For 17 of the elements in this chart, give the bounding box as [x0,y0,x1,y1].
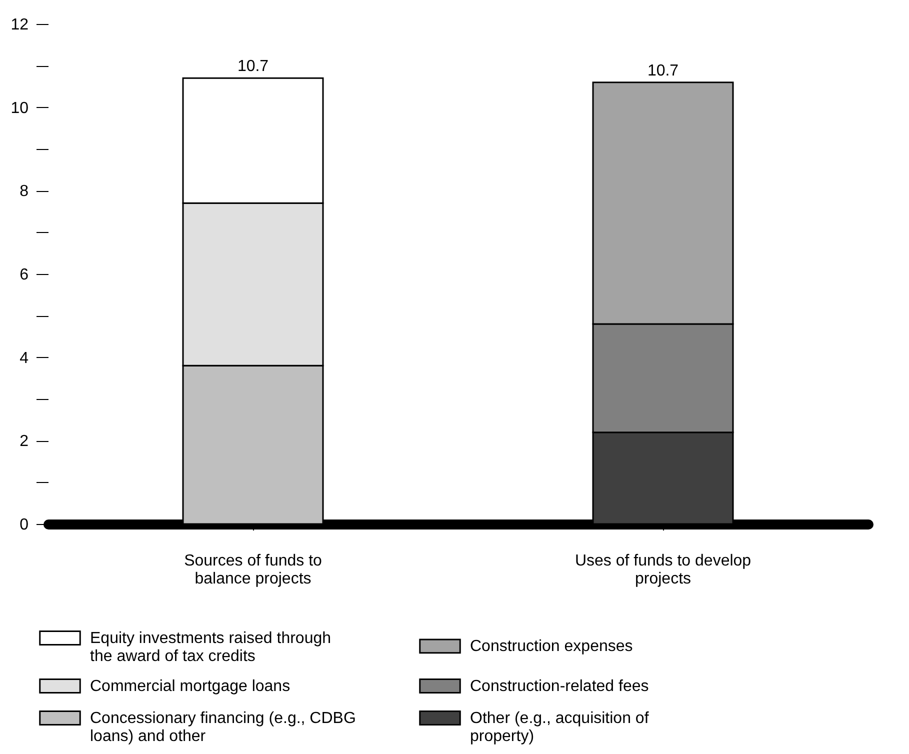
y-tick-label: 0 [20,516,29,534]
y-tick-label: 2 [20,433,29,450]
y-tick-label: 8 [20,183,29,200]
legend-label: Concessionary financing (e.g., CDBG loans) and other [90,710,356,745]
legend-label: Construction-related fees [470,678,649,695]
y-tick-label: 10 [10,100,29,117]
x-tick-label: Sources of funds to balance projects [184,552,322,588]
legend-label: Other (e.g., acquisition of property) [470,710,650,745]
y-tick-label: 4 [20,350,29,367]
legend-label: Construction expenses [470,638,633,656]
x-tick-label: Uses of funds to develop projects [574,552,752,588]
legend-label: Equity investments raised through the award of tax credits [90,630,332,665]
total-label: 10.7 [237,58,269,76]
legend-label: Commercial mortgage loans [90,678,290,695]
y-tick-label: 6 [20,266,29,284]
y-tick-label: 12 [10,16,29,34]
total-label: 10.7 [647,62,679,80]
